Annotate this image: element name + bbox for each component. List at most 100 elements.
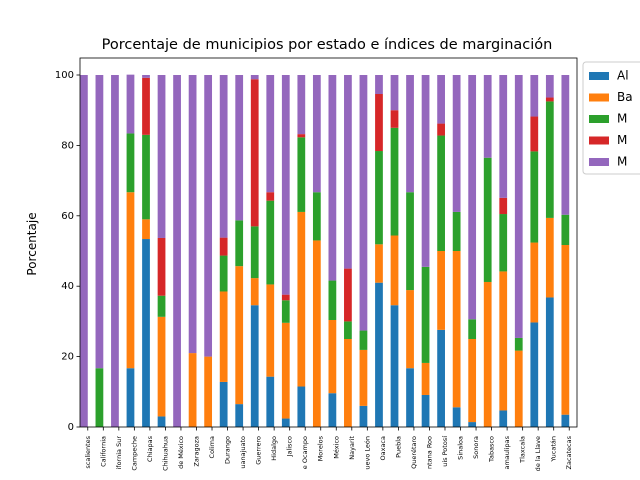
bar-segment — [375, 75, 383, 95]
bar-segment — [157, 316, 166, 417]
bar-segment — [390, 235, 399, 306]
y-tick-label: 20 — [61, 352, 74, 363]
bar-segment — [235, 266, 244, 405]
x-tick-label: Tabasco — [488, 436, 496, 463]
bar-segment — [468, 422, 477, 427]
x-tick-label: uevo León — [363, 436, 371, 470]
x-tick-label: amaulipas — [503, 435, 511, 469]
x-tick-label: Sonora — [472, 436, 480, 459]
x-tick-label: Sinaloa — [457, 436, 465, 460]
bar-segment — [344, 75, 352, 269]
bar-segment — [499, 75, 508, 198]
bar-segment — [344, 339, 352, 427]
bar-segment — [545, 101, 554, 218]
bar-segment — [266, 192, 275, 201]
x-tick-label: Colima — [208, 436, 216, 458]
bar-segment — [219, 75, 228, 238]
bar-segment — [142, 239, 150, 427]
bar-segment — [452, 407, 461, 427]
bar-segment — [188, 75, 197, 354]
bar-segment — [250, 226, 259, 279]
x-tick-label: e Ocampo — [301, 436, 309, 469]
bar-segment — [328, 75, 337, 281]
y-tick-label: 60 — [61, 211, 74, 222]
bar-segment — [126, 368, 135, 427]
bar-segment — [545, 297, 554, 427]
bar-segment — [483, 75, 492, 158]
bar-segment — [359, 330, 368, 350]
legend-swatch — [589, 93, 609, 102]
bar-segment — [545, 75, 554, 98]
bar-segment — [297, 386, 306, 427]
bar-segment — [530, 116, 539, 152]
bar-segment — [468, 339, 477, 423]
x-tick-label: Nayarit — [348, 436, 356, 460]
bar-segment — [328, 280, 337, 320]
x-tick-label: Guerrero — [255, 436, 263, 465]
x-tick-label: Zaragoza — [192, 436, 200, 467]
bar-segment — [281, 75, 290, 295]
bar-segment — [142, 134, 150, 220]
bar-segment — [266, 200, 275, 285]
legend-label: Ba — [617, 90, 633, 104]
bar-segment — [375, 94, 383, 152]
bar-segment — [266, 75, 275, 193]
bar-segment — [95, 75, 104, 369]
x-tick-label: California — [99, 436, 107, 467]
bar-segment — [219, 255, 228, 292]
x-tick-label: Yucatán — [550, 436, 558, 463]
bar-segment — [437, 75, 445, 124]
bar-segment — [95, 368, 104, 427]
bar-segment — [452, 211, 461, 251]
bar-segment — [545, 97, 554, 102]
y-axis-label: Porcentaje — [25, 212, 39, 275]
x-tick-label: Durango — [224, 436, 232, 464]
bar-segment — [499, 410, 508, 427]
bar-segment — [390, 127, 399, 236]
bar-segment — [219, 237, 228, 256]
bar-segment — [421, 394, 430, 427]
y-tick-label: 80 — [61, 140, 74, 151]
x-tick-label: Chihuahua — [161, 436, 169, 471]
bar-segment — [111, 75, 119, 427]
x-tick-label: uanajuato — [239, 436, 247, 469]
bar-segment — [328, 393, 337, 427]
bar-segment — [483, 157, 492, 282]
bar-segment — [561, 245, 570, 415]
bar-segment — [157, 295, 166, 317]
bar-segment — [390, 110, 399, 128]
bar-segment — [499, 197, 508, 215]
bar-segment — [375, 151, 383, 245]
bar-segment — [157, 75, 166, 238]
bar-segment — [328, 319, 337, 394]
x-tick-label: scalientes — [84, 435, 92, 468]
bar-segment — [561, 414, 570, 427]
bar-segment — [437, 123, 445, 136]
x-tick-label: de México — [177, 436, 185, 469]
bar-segment — [142, 77, 150, 135]
bar-segment — [530, 242, 539, 323]
x-tick-label: Jalisco — [286, 436, 294, 457]
bar-segment — [297, 75, 306, 135]
legend-label: M — [617, 133, 627, 147]
bar-segment — [359, 349, 368, 406]
x-tick-label: Puebla — [394, 436, 402, 458]
bar-segment — [235, 404, 244, 427]
x-tick-label: Morelos — [317, 435, 325, 461]
bar-segment — [204, 75, 213, 357]
bar-segment — [126, 74, 135, 134]
bar-segment — [514, 75, 523, 338]
bar-segment — [281, 294, 290, 301]
bar-segment — [157, 416, 166, 427]
bar-segment — [344, 268, 352, 322]
bar-segment — [142, 219, 150, 240]
bar-segment — [219, 291, 228, 382]
x-tick-label: México — [332, 436, 340, 459]
x-tick-label: de la Llave — [534, 436, 542, 471]
plot-frame — [79, 57, 578, 428]
bar-segment — [530, 75, 539, 117]
y-tick-label: 0 — [68, 422, 74, 433]
